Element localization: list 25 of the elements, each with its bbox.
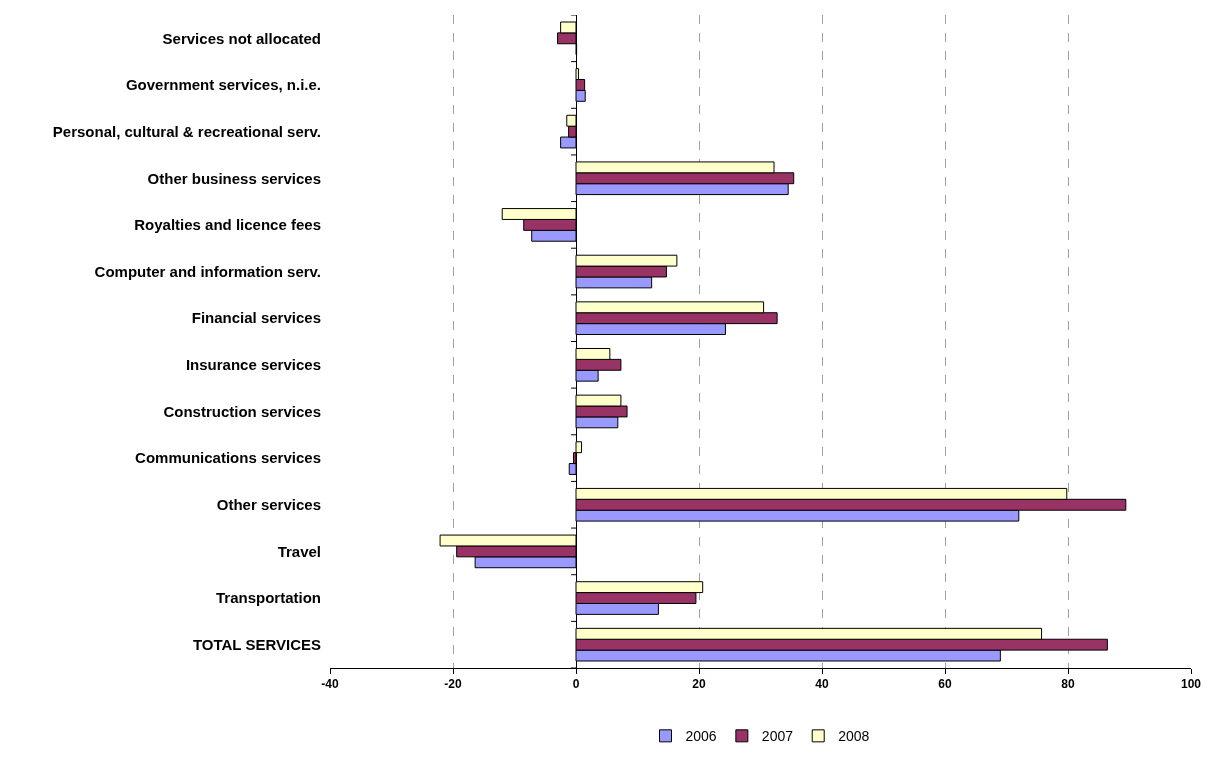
legend-label: 2006: [685, 728, 717, 745]
y-tick-label: Computer and information serv.: [94, 262, 321, 280]
y-tick-label: Government services, n.i.e.: [125, 76, 321, 94]
x-tick-label: -40: [321, 677, 339, 692]
x-tick-label: -20: [444, 677, 462, 692]
y-tick-label: Royalties and licence fees: [134, 216, 321, 234]
legend-label: 2007: [761, 728, 794, 745]
y-tick-label: Construction services: [163, 402, 321, 420]
y-tick-label: Financial services: [191, 309, 321, 327]
y-tick-label: Personal, cultural & recreational serv.: [52, 122, 321, 140]
x-tick-label: 80: [1061, 677, 1075, 692]
y-tick-label: Services not allocated: [162, 29, 321, 47]
y-tick-label: Transportation: [215, 589, 321, 607]
y-tick-label: TOTAL SERVICES: [192, 635, 321, 653]
legend-label: 2008: [838, 728, 870, 745]
y-tick-label: Insurance services: [185, 356, 321, 374]
y-tick-label: Other services: [216, 496, 321, 513]
x-tick-label: 100: [1180, 677, 1202, 692]
y-tick-label: Other business services: [147, 169, 321, 187]
y-tick-label: Communications services: [135, 449, 321, 467]
x-tick-label: 0: [572, 677, 580, 692]
x-tick-label: 20: [692, 677, 706, 692]
x-tick-label: 40: [815, 677, 829, 692]
x-tick-label: 60: [938, 677, 952, 692]
y-tick-label: Travel: [277, 542, 321, 560]
